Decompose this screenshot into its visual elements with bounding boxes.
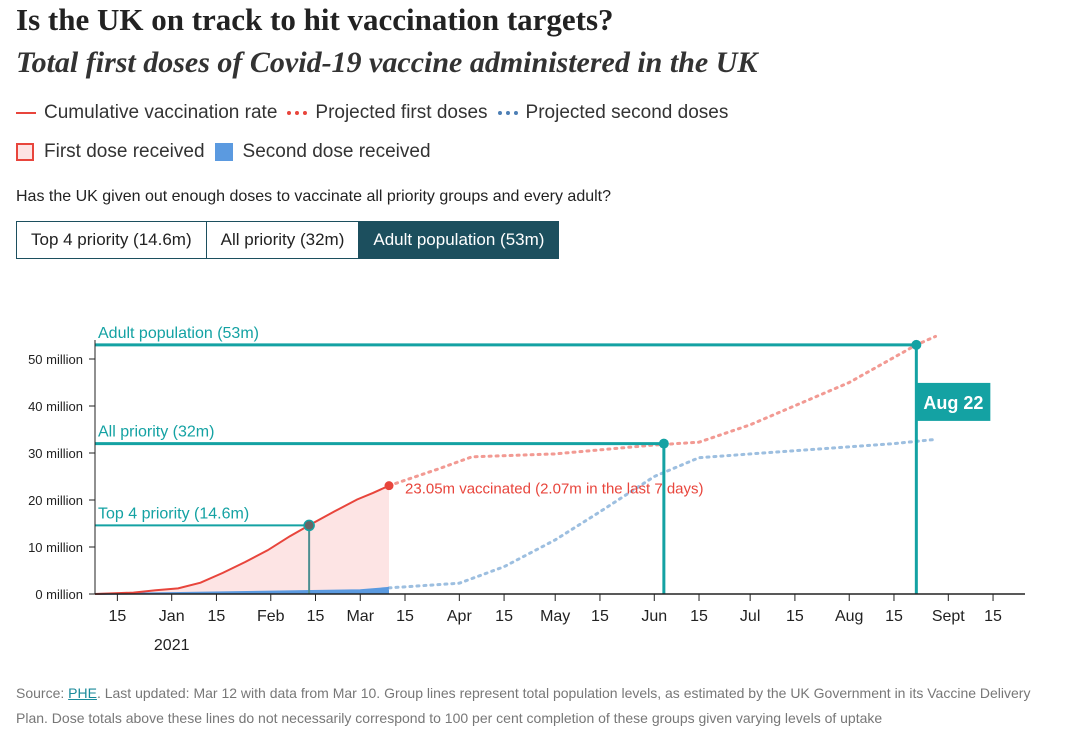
x-tick-label: 15: [208, 608, 226, 625]
area-swatch-icon: [214, 143, 233, 161]
date-badge: [916, 382, 991, 421]
x-tick-label: Jan: [159, 608, 185, 625]
x-tick-label: Feb: [257, 608, 285, 625]
target-marker: [911, 339, 922, 350]
area-swatch-icon: [16, 143, 34, 161]
x-tick-label: Aug: [835, 608, 863, 625]
x-tick-label: 15: [591, 608, 609, 625]
y-tick-label: 40 million: [28, 399, 83, 414]
legend-label: First dose received: [44, 141, 205, 162]
x-tick-label: Jun: [641, 608, 667, 625]
x-tick-label: Jul: [740, 608, 760, 625]
projected-second-doses-line: [387, 437, 937, 590]
x-tick-label: 15: [690, 608, 708, 625]
current-point-annotation: 23.05m vaccinated (2.07m in the last 7 d…: [405, 481, 704, 498]
legend-label: Cumulative vaccination rate: [44, 102, 278, 123]
legend-item-second-dose: Second dose received: [214, 141, 431, 163]
chart-title: Is the UK on track to hit vaccination ta…: [16, 2, 614, 37]
target-label: All priority (32m): [98, 424, 214, 441]
x-tick-label: 15: [396, 608, 414, 625]
cumulative-vaccination-line: [94, 484, 390, 595]
x-tick-label: 15: [984, 608, 1002, 625]
target-toggle-group: Top 4 priority (14.6m) All priority (32m…: [16, 221, 560, 259]
projected-first-doses-line: [387, 334, 937, 488]
footnote: Source: PHE. Last updated: Mar 12 with d…: [16, 681, 1066, 731]
legend-item-first-dose: First dose received: [16, 141, 205, 163]
x-tick-label: May: [540, 608, 570, 625]
source-link[interactable]: PHE: [68, 685, 97, 701]
footnote-text: . Last updated: Mar 12 with data from Ma…: [16, 685, 1031, 726]
second-dose-area: [95, 587, 389, 594]
current-point-marker: [384, 481, 394, 491]
y-tick-label: 0 million: [35, 587, 83, 602]
x-tick-label: Sept: [932, 608, 965, 625]
legend-row-lines: Cumulative vaccination rate Projected fi…: [16, 102, 738, 124]
legend-label: Projected first doses: [315, 102, 488, 123]
x-tick-label: 15: [885, 608, 903, 625]
dotted-line-swatch-icon: [287, 111, 308, 115]
solid-line-swatch-icon: [16, 112, 36, 114]
first-dose-area: [95, 485, 389, 594]
x-tick-label: 15: [108, 608, 126, 625]
legend-row-areas: First dose received Second dose received: [16, 141, 441, 163]
x-tick-year-label: 2021: [154, 637, 190, 654]
x-tick-label: 15: [495, 608, 513, 625]
x-tick-label: Mar: [346, 608, 374, 625]
legend-item-projected-first: Projected first doses: [287, 102, 488, 124]
legend-label: Second dose received: [242, 141, 431, 162]
y-tick-label: 10 million: [28, 540, 83, 555]
legend-item-cumulative: Cumulative vaccination rate: [16, 102, 277, 124]
toggle-adult-population-button[interactable]: Adult population (53m): [359, 221, 560, 259]
y-tick-label: 50 million: [28, 352, 83, 367]
source-prefix: Source:: [16, 685, 69, 701]
plot-area: 0 million 10 million 20 million 30 million 4…: [28, 325, 1025, 654]
toggle-question: Has the UK given out enough doses to vac…: [16, 188, 612, 205]
target-label: Adult population (53m): [98, 325, 259, 342]
dotted-line-swatch-icon: [497, 111, 518, 115]
target-marker: [303, 519, 315, 532]
legend-label: Projected second doses: [525, 102, 729, 123]
toggle-all-priority-button[interactable]: All priority (32m): [206, 221, 360, 259]
vaccination-chart: 0 million 10 million 20 million 30 million 4…: [28, 325, 1025, 654]
chart-subtitle: Total first doses of Covid-19 vaccine ad…: [16, 46, 758, 79]
target-marker: [658, 438, 669, 449]
y-tick-label: 20 million: [28, 493, 83, 508]
target-label: Top 4 priority (14.6m): [98, 505, 249, 522]
x-tick-label: 15: [786, 608, 804, 625]
x-tick-label: Apr: [447, 608, 473, 625]
y-tick-label: 30 million: [28, 446, 83, 461]
x-tick-label: 15: [307, 608, 325, 625]
legend-item-projected-second: Projected second doses: [497, 102, 729, 124]
toggle-top4-priority-button[interactable]: Top 4 priority (14.6m): [16, 221, 207, 259]
date-badge-label: Aug 22: [923, 393, 983, 413]
